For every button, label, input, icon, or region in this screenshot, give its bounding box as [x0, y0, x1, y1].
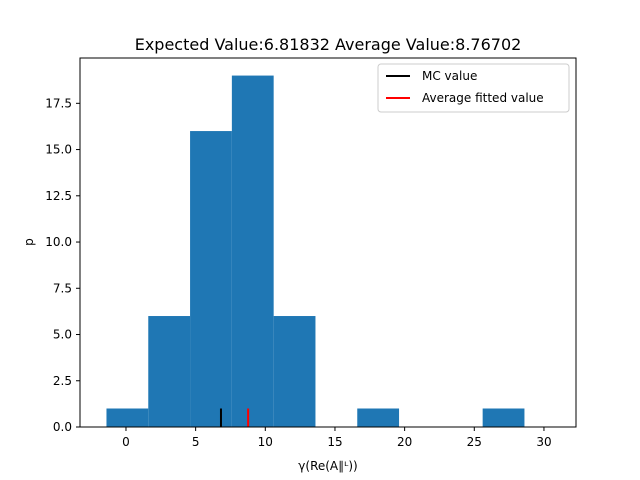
- y-tick-label: 10.0: [45, 235, 72, 249]
- x-tick-label: 25: [467, 435, 482, 449]
- legend-label-0: MC value: [422, 69, 477, 83]
- y-tick-label: 2.5: [53, 374, 72, 388]
- x-axis-ticks: 0 5 10 15 20 25 30: [122, 427, 552, 449]
- y-tick-label: 17.5: [45, 96, 72, 110]
- histogram-bar-9: [482, 408, 525, 427]
- histogram-bar-6: [357, 408, 400, 427]
- x-tick-label: 0: [122, 435, 130, 449]
- y-tick-label: 5.0: [53, 328, 72, 342]
- legend-box: [377, 63, 570, 113]
- y-tick-label: 7.5: [53, 281, 72, 295]
- x-axis-label: γ(Re(A∥ᴸ)): [298, 459, 357, 473]
- histogram-bars: [106, 75, 525, 428]
- y-tick-label: 0.0: [53, 420, 72, 434]
- y-tick-label: 15.0: [45, 143, 72, 157]
- histogram-bar-2: [190, 131, 232, 427]
- y-axis-label: p: [22, 238, 36, 246]
- histogram-bar-0: [106, 408, 149, 427]
- y-axis-ticks: 0.0 2.5 5.0 7.5 10.0 12.5 15.0 17.5: [45, 96, 80, 434]
- x-tick-label: 30: [536, 435, 551, 449]
- x-tick-label: 15: [327, 435, 342, 449]
- x-tick-label: 20: [397, 435, 412, 449]
- legend: MC value Average fitted value: [377, 63, 570, 113]
- legend-label-1: Average fitted value: [422, 91, 544, 105]
- histogram-bar-4: [273, 316, 316, 427]
- x-tick-label: 10: [258, 435, 273, 449]
- chart-title: Expected Value:6.81832 Average Value:8.7…: [135, 35, 522, 54]
- y-tick-label: 12.5: [45, 189, 72, 203]
- histogram-bar-3: [231, 75, 274, 428]
- histogram-bar-1: [148, 316, 191, 427]
- x-tick-label: 5: [192, 435, 200, 449]
- value-markers: [219, 408, 250, 427]
